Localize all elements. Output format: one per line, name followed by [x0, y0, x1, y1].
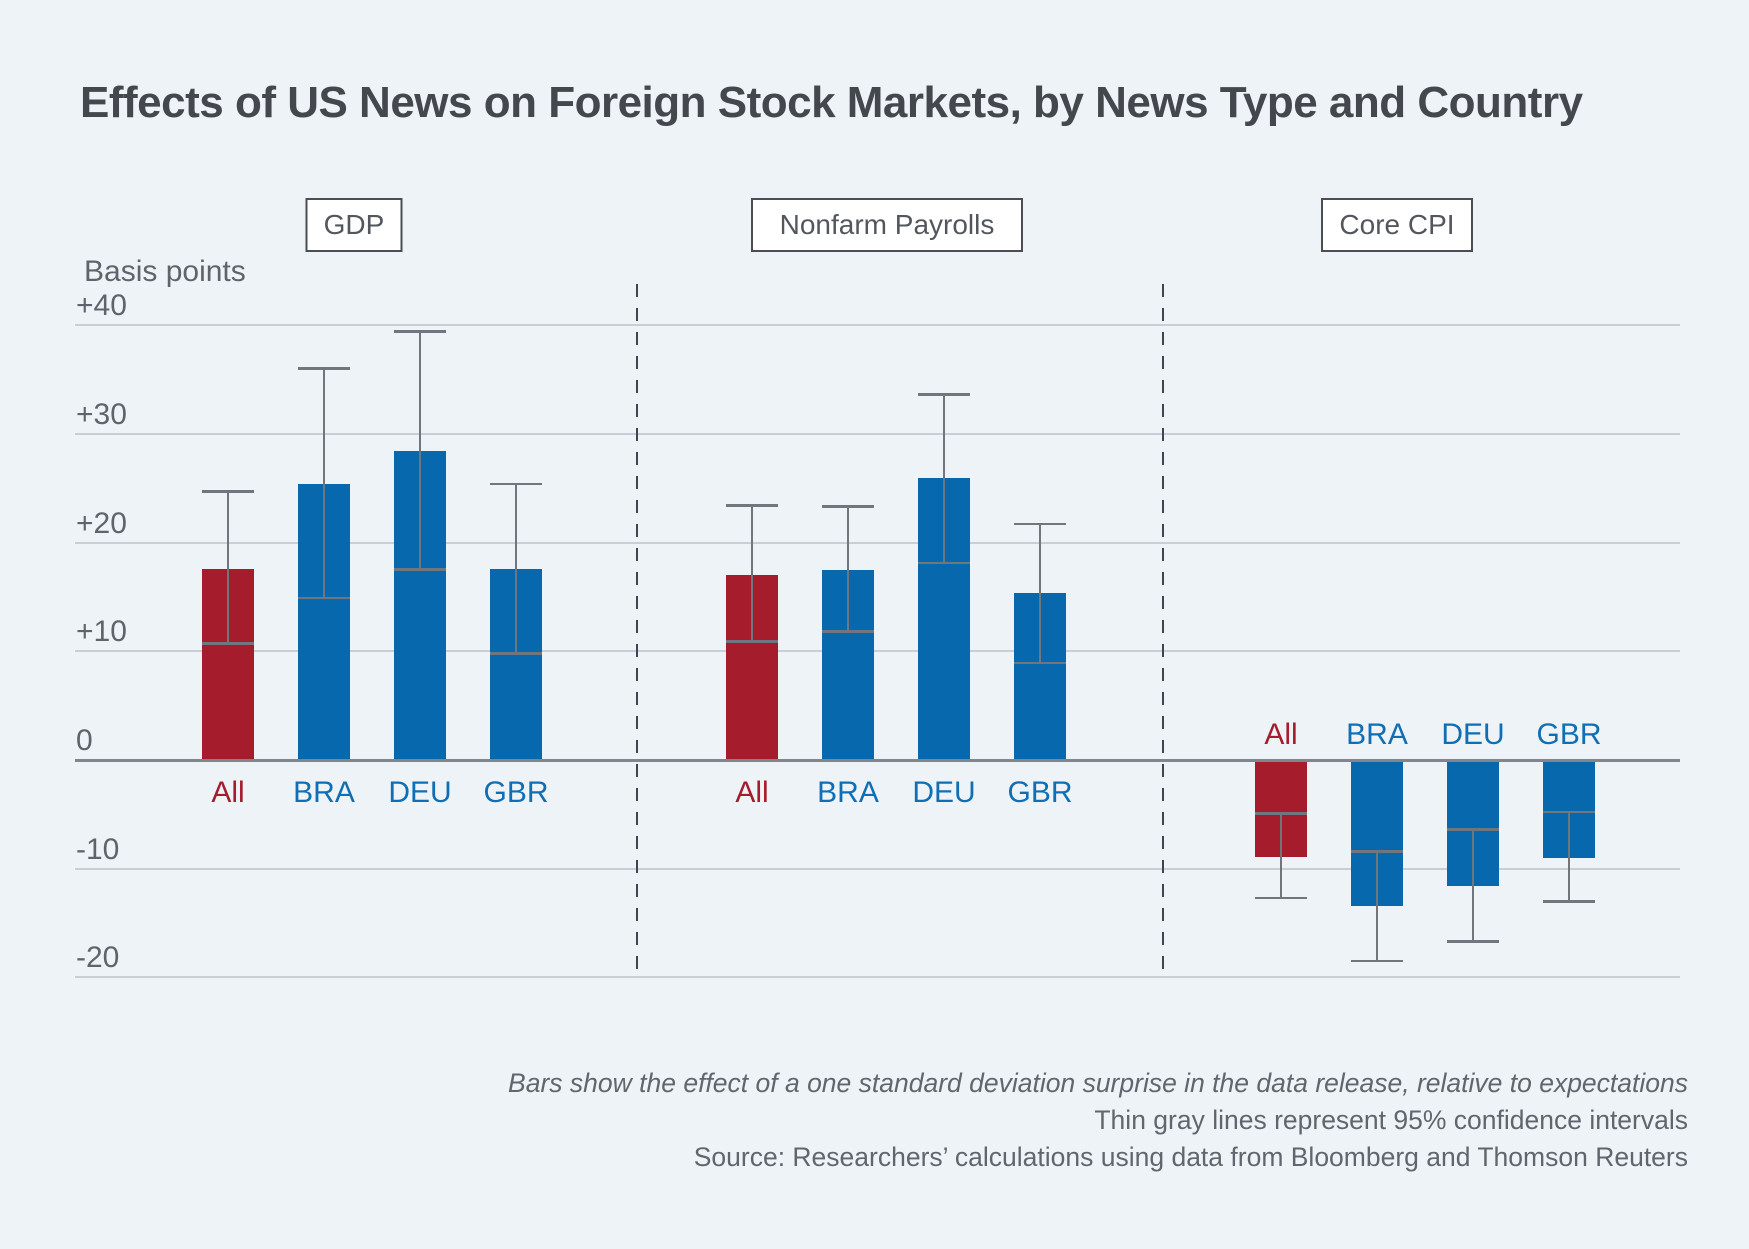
error-bar-cap-hi-nonfarm-payrolls-bra	[822, 505, 874, 508]
error-bar-cap-hi-gdp-deu	[394, 330, 446, 333]
panel-divider-2	[1162, 284, 1164, 977]
figure-title: Effects of US News on Foreign Stock Mark…	[80, 78, 1583, 127]
error-bar-stem-nonfarm-payrolls-all	[750, 505, 754, 642]
error-bar-cap-lo-core-cpi-gbr	[1543, 900, 1595, 903]
error-bar-stem-nonfarm-payrolls-bra	[846, 506, 850, 632]
category-label-nonfarm-payrolls-bra: BRA	[817, 776, 879, 809]
error-bar-cap-lo-nonfarm-payrolls-deu	[918, 561, 970, 565]
error-bar-stem-gdp-all	[226, 491, 230, 644]
error-bar-cap-lo-core-cpi-bra	[1351, 959, 1403, 963]
error-bar-cap-lo-core-cpi-deu	[1447, 940, 1499, 943]
category-label-nonfarm-payrolls-all: All	[735, 776, 769, 809]
category-label-nonfarm-payrolls-deu: DEU	[912, 776, 976, 809]
tick-label-40: +40	[76, 289, 127, 323]
error-bar-cap-lo-gdp-gbr	[490, 652, 542, 655]
basis-points-label: Basis points	[84, 255, 246, 288]
gridline-30	[75, 432, 1680, 435]
category-label-gdp-deu: DEU	[388, 776, 452, 809]
error-bar-cap-hi-gdp-bra	[298, 367, 350, 370]
tick-label-10: +10	[76, 615, 127, 649]
error-bar-cap-hi-core-cpi-gbr	[1543, 810, 1595, 814]
tick-label--20: -20	[76, 941, 120, 975]
error-bar-cap-lo-nonfarm-payrolls-bra	[822, 630, 874, 633]
zero-axis-line	[75, 758, 1680, 762]
error-bar-stem-nonfarm-payrolls-deu	[942, 394, 946, 564]
tick-label-0: 0	[76, 724, 93, 757]
tick-label--10: -10	[76, 832, 120, 866]
category-label-gdp-bra: BRA	[293, 776, 355, 809]
error-bar-stem-core-cpi-bra	[1375, 851, 1379, 962]
error-bar-cap-lo-gdp-bra	[298, 596, 350, 600]
error-bar-stem-core-cpi-all	[1279, 813, 1283, 899]
gridline-20	[75, 541, 1680, 544]
panel-box-nonfarm: Nonfarm Payrolls	[751, 198, 1023, 252]
panel-box-gdp: GDP	[305, 198, 403, 252]
error-bar-cap-hi-core-cpi-all	[1255, 812, 1307, 815]
error-bar-cap-hi-core-cpi-deu	[1447, 828, 1499, 831]
error-bar-stem-gdp-gbr	[514, 483, 518, 654]
footnotes: Bars show the effect of a one standard d…	[508, 1065, 1688, 1176]
error-bar-cap-hi-gdp-gbr	[490, 482, 542, 486]
error-bar-cap-hi-core-cpi-bra	[1351, 850, 1403, 853]
footnote-method: Bars show the effect of a one standard d…	[508, 1068, 1688, 1098]
footnote-ci: Thin gray lines represent 95% confidence…	[1094, 1105, 1688, 1135]
error-bar-cap-hi-nonfarm-payrolls-deu	[918, 393, 970, 396]
category-label-nonfarm-payrolls-gbr: GBR	[1007, 776, 1073, 809]
category-label-core-cpi-all: All	[1264, 718, 1298, 751]
category-label-gdp-all: All	[211, 776, 245, 809]
footnote-source: Source: Researchers’ calculations using …	[693, 1142, 1688, 1172]
error-bar-cap-hi-nonfarm-payrolls-gbr	[1014, 522, 1066, 526]
error-bar-cap-lo-core-cpi-all	[1255, 896, 1307, 900]
gridline-40	[75, 324, 1680, 327]
error-bar-stem-nonfarm-payrolls-gbr	[1038, 524, 1042, 664]
category-label-core-cpi-deu: DEU	[1441, 718, 1505, 751]
error-bar-stem-gdp-deu	[418, 331, 422, 570]
category-label-core-cpi-bra: BRA	[1346, 718, 1408, 751]
error-bar-cap-lo-nonfarm-payrolls-gbr	[1014, 661, 1066, 665]
error-bar-stem-gdp-bra	[322, 368, 326, 598]
gridline--20	[75, 976, 1680, 979]
gridline--10	[75, 867, 1680, 870]
tick-label-20: +20	[76, 506, 127, 540]
panel-divider-1	[636, 284, 638, 977]
tick-label-30: +30	[76, 397, 127, 431]
gridline-10	[75, 650, 1680, 653]
panel-box-core-cpi: Core CPI	[1321, 198, 1473, 252]
error-bar-cap-hi-nonfarm-payrolls-all	[726, 504, 778, 507]
error-bar-stem-core-cpi-gbr	[1567, 812, 1571, 902]
category-label-gdp-gbr: GBR	[483, 776, 549, 809]
error-bar-cap-lo-gdp-deu	[394, 568, 446, 571]
error-bar-cap-lo-nonfarm-payrolls-all	[726, 640, 778, 643]
category-label-core-cpi-gbr: GBR	[1536, 718, 1602, 751]
error-bar-cap-hi-gdp-all	[202, 490, 254, 493]
error-bar-stem-core-cpi-deu	[1471, 829, 1475, 942]
error-bar-cap-lo-gdp-all	[202, 642, 254, 645]
